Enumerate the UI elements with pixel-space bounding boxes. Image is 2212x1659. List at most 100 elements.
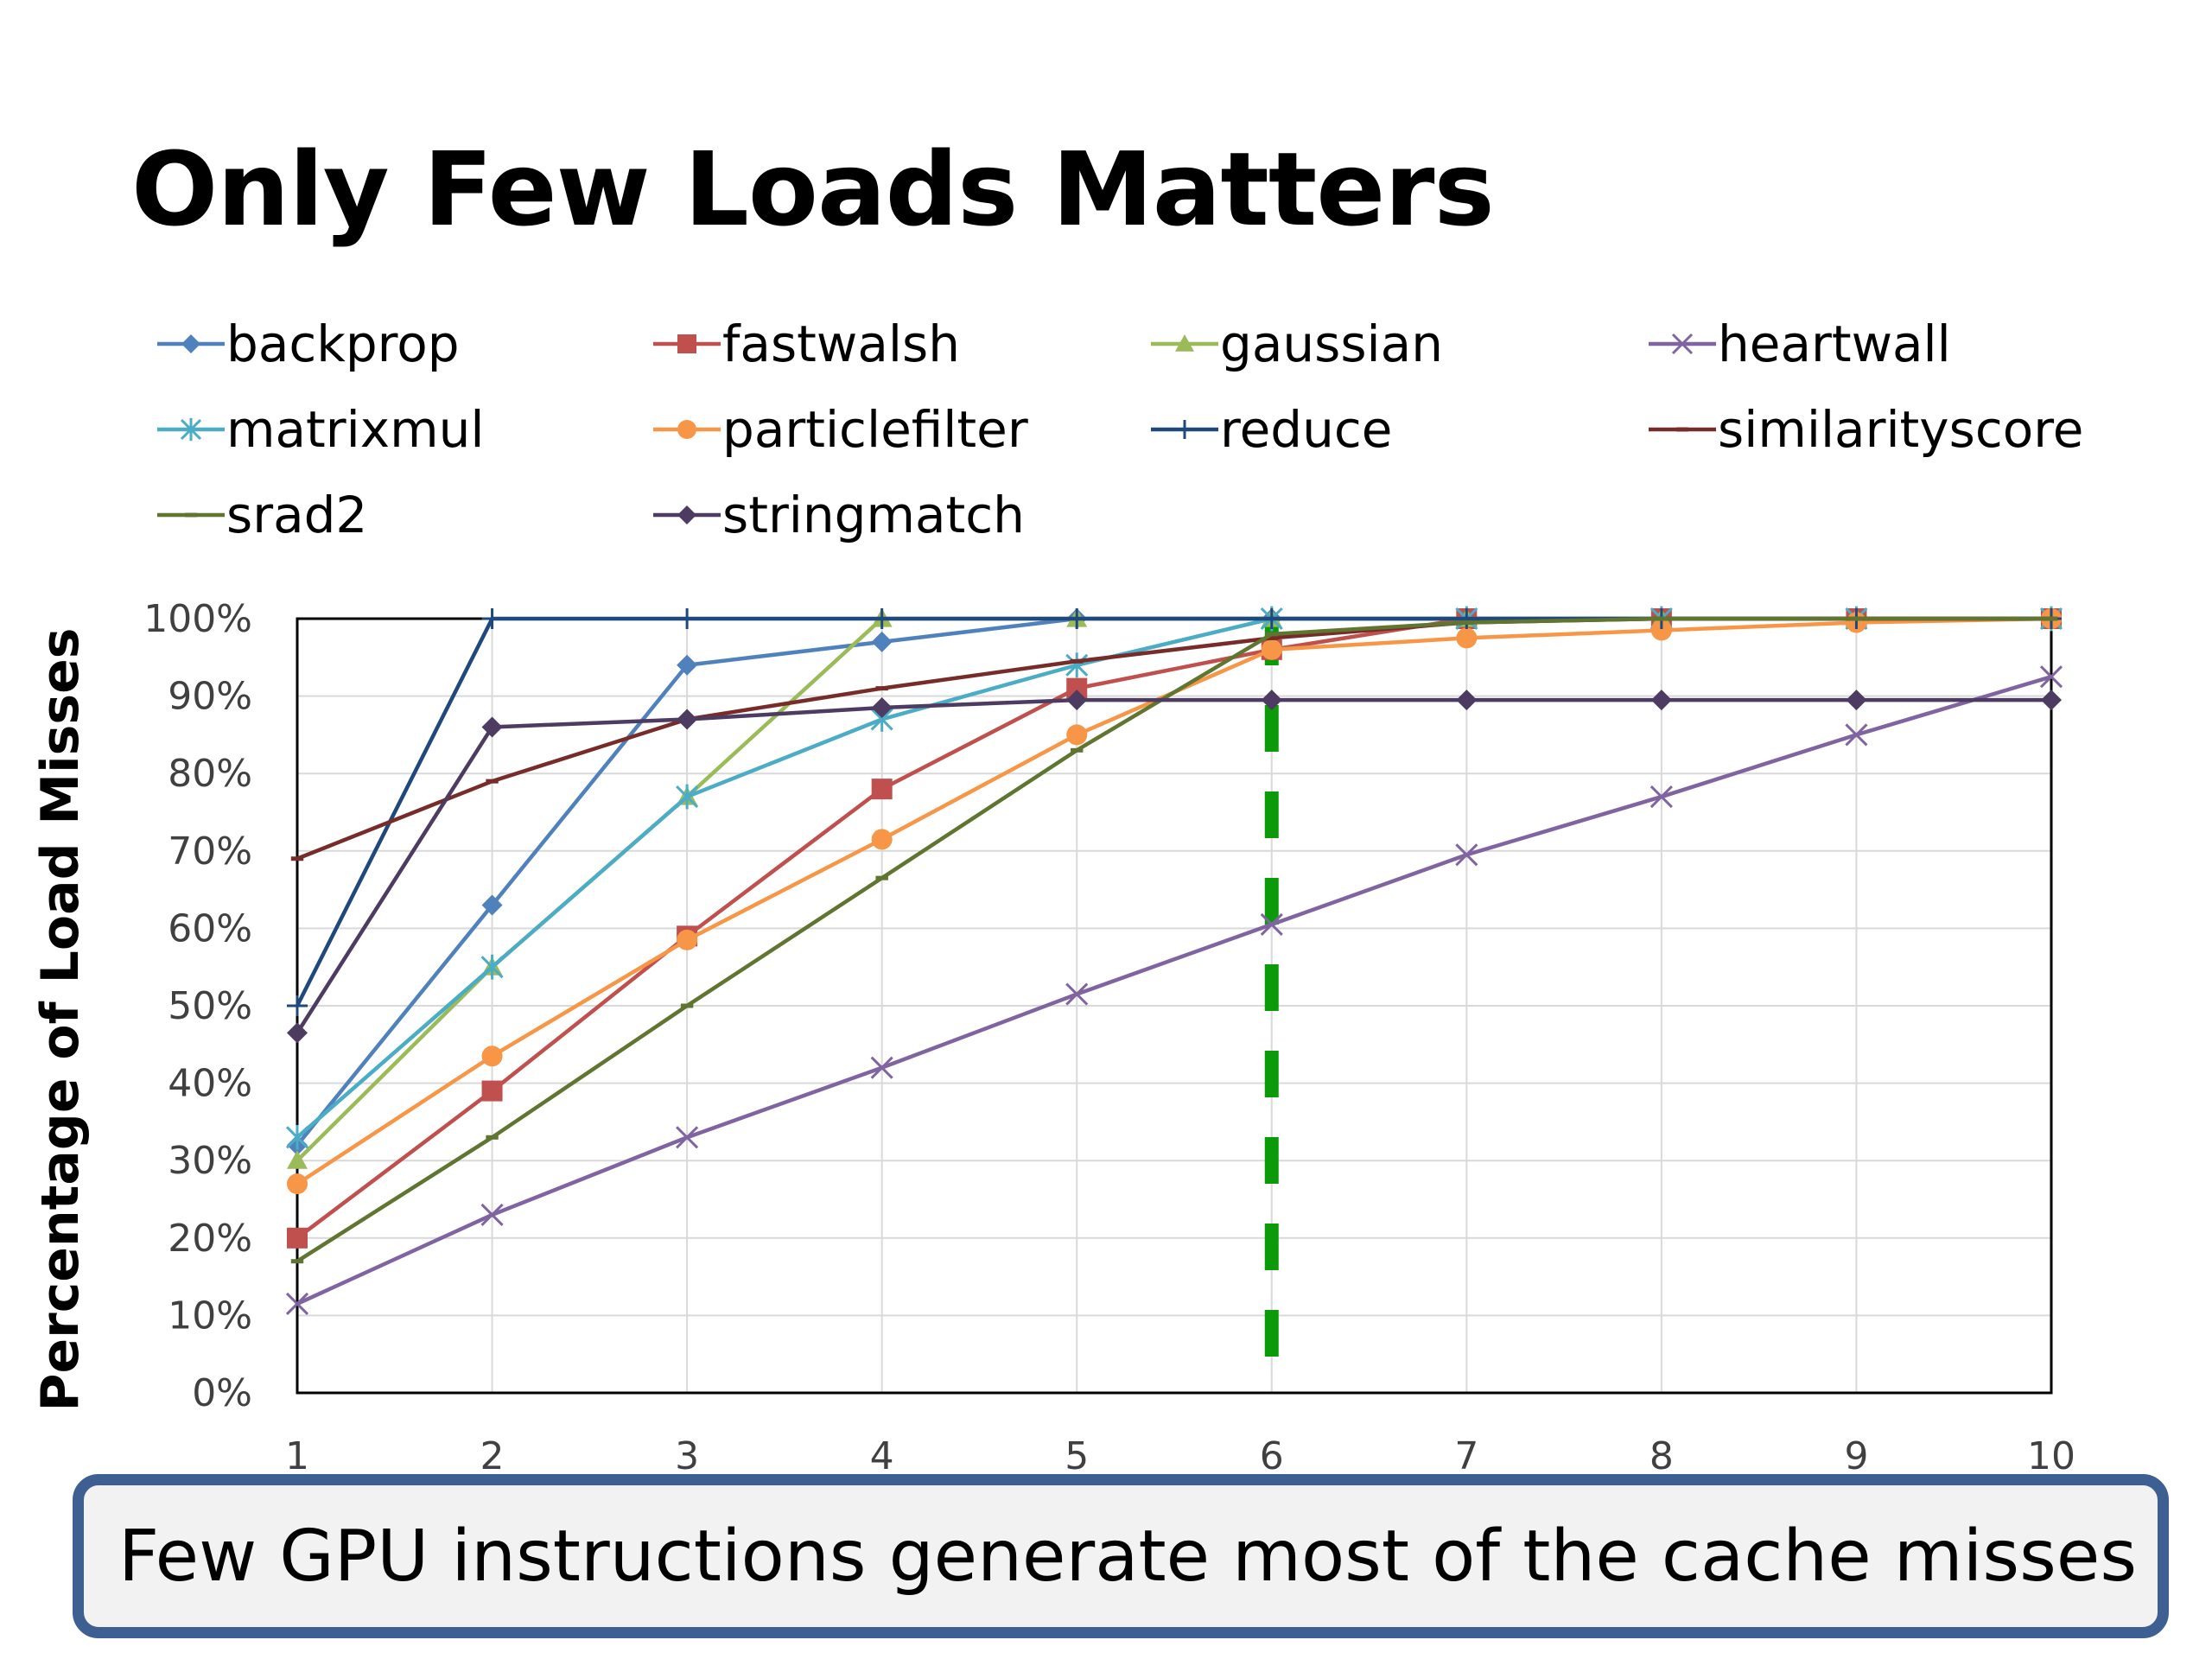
legend-label: particlefilter: [722, 400, 1028, 459]
legend-label: matrixmul: [226, 400, 484, 459]
data-point: [1261, 608, 1282, 629]
data-point: [1065, 982, 1089, 1006]
data-point: [180, 417, 202, 442]
x-tick-label: 5: [1065, 1434, 1089, 1478]
x-tick-label: 7: [1454, 1434, 1478, 1478]
x-tick-label: 2: [480, 1434, 505, 1478]
data-point: [1065, 652, 1089, 678]
data-point: [480, 954, 504, 980]
data-point: [287, 1173, 308, 1195]
data-point: [677, 420, 696, 439]
data-point: [1261, 690, 1282, 711]
legend-item-similarityscore: similarityscore: [1649, 400, 2083, 459]
x-tick-label: 8: [1649, 1434, 1674, 1478]
series-group: [285, 606, 2063, 1316]
legend-label: fastwalsh: [722, 315, 960, 373]
data-point: [871, 608, 893, 629]
series-matrixmul: [285, 606, 2063, 1150]
tick-labels: 0% 10% 20% 30% 40% 50% 60% 70% 80% 90% 100% 1 2 3 4 5 6 7…: [143, 597, 2075, 1478]
data-point: [871, 631, 893, 652]
y-tick-label: 60%: [168, 906, 252, 950]
data-point: [2039, 665, 2063, 689]
data-point: [1066, 724, 1088, 746]
data-point: [1456, 627, 1478, 649]
legend-item-reduce: reduce: [1151, 400, 1392, 459]
data-point: [871, 697, 893, 719]
data-point: [481, 608, 503, 629]
slide-title: Only Few Loads Matters: [131, 130, 1495, 249]
y-tick-label: 90%: [168, 675, 252, 719]
data-point: [481, 1046, 503, 1067]
legend-item-particlefilter: particlefilter: [653, 400, 1028, 459]
data-point: [481, 894, 503, 916]
data-point: [481, 716, 503, 738]
legend-item-fastwalsh: fastwalsh: [653, 315, 960, 373]
data-point: [480, 1203, 504, 1226]
data-point: [1456, 608, 1478, 629]
x-tick-label: 3: [675, 1434, 699, 1478]
data-point: [287, 1022, 308, 1044]
data-point: [871, 829, 893, 850]
data-point: [677, 608, 698, 629]
data-point: [1845, 723, 1868, 747]
grid-lines: [296, 618, 2052, 1394]
legend-label: backprop: [226, 315, 460, 373]
data-point: [1066, 608, 1088, 629]
legend-item-gaussian: gaussian: [1151, 315, 1443, 373]
data-point: [1260, 912, 1283, 936]
series-line: [296, 616, 2052, 1185]
y-tick-label: 100%: [143, 597, 252, 641]
legend-item-stringmatch: stringmatch: [653, 486, 1025, 544]
data-point: [285, 1292, 309, 1316]
legend-label: reduce: [1220, 400, 1392, 459]
legend-item-srad2: srad2: [157, 486, 367, 544]
data-point: [676, 784, 699, 810]
series-line: [295, 616, 2051, 1007]
data-point: [677, 654, 698, 676]
y-tick-label: 80%: [168, 752, 252, 796]
x-tick-label: 1: [285, 1434, 309, 1478]
legend-item-backprop: backprop: [157, 315, 460, 373]
series-heartwall: [285, 665, 2063, 1316]
legend-label: heartwall: [1718, 315, 1951, 373]
legend-label: srad2: [226, 486, 367, 544]
data-point: [677, 709, 698, 730]
data-point: [871, 779, 893, 800]
x-tick-label: 10: [2027, 1434, 2075, 1478]
legend-label: gaussian: [1220, 315, 1443, 373]
series-stringmatch: [287, 690, 2062, 1044]
y-tick-label: 70%: [168, 830, 252, 874]
data-point: [2041, 690, 2062, 711]
legend-item-heartwall: heartwall: [1649, 315, 1951, 373]
data-point: [677, 505, 696, 524]
legend-label: similarityscore: [1718, 400, 2083, 459]
y-tick-label: 50%: [168, 984, 252, 1028]
series-line: [296, 697, 2051, 1034]
data-point: [287, 1150, 308, 1169]
x-tick-label: 6: [1260, 1434, 1284, 1478]
data-point: [1650, 690, 1672, 711]
data-point: [1650, 620, 1672, 641]
data-point: [1671, 333, 1694, 355]
legend: backprop fastwalsh gaussian heartwall matrix…: [157, 315, 2083, 544]
series-srad2: [290, 616, 2058, 1264]
data-point: [1261, 639, 1282, 660]
series-similarityscore: [290, 616, 2058, 861]
data-point: [676, 1126, 699, 1149]
x-tick-label: 4: [870, 1434, 894, 1478]
data-point: [1066, 690, 1088, 711]
data-point: [287, 1227, 308, 1249]
data-point: [1175, 420, 1194, 439]
y-tick-label: 30%: [168, 1139, 252, 1183]
data-point: [1649, 785, 1673, 809]
data-point: [677, 334, 696, 353]
data-point: [1846, 690, 1867, 711]
data-point: [181, 334, 200, 353]
data-point: [1455, 843, 1478, 867]
data-point: [677, 929, 698, 950]
legend-label: stringmatch: [722, 486, 1025, 544]
data-point: [481, 1080, 503, 1102]
data-point: [1175, 334, 1194, 352]
y-axis-label: Percentage of Load Misses: [30, 627, 91, 1411]
